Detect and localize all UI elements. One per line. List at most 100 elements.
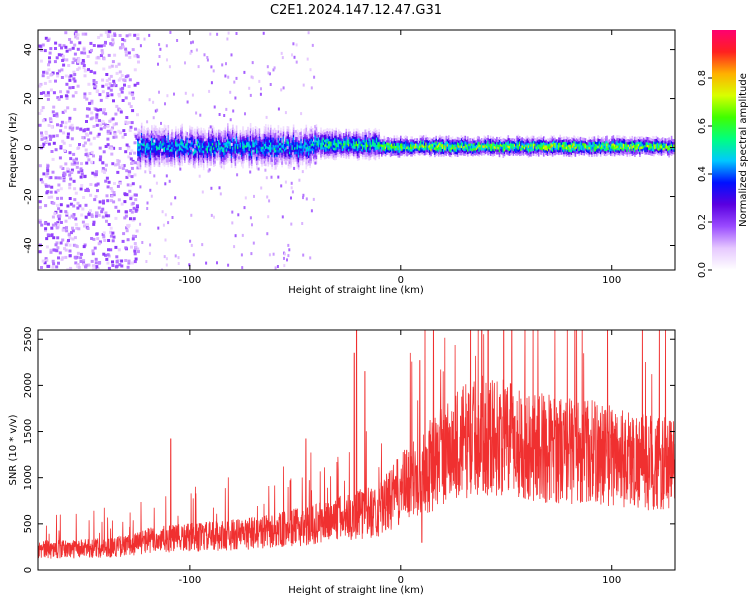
heatmap-cell	[87, 158, 91, 162]
heatmap-cell	[544, 152, 546, 156]
heatmap-cell	[364, 141, 367, 145]
heatmap-cell	[159, 155, 162, 159]
heatmap-cell	[348, 148, 350, 152]
heatmap-cell	[286, 148, 289, 151]
heatmap-cell	[524, 144, 526, 147]
heatmap-cell	[252, 241, 255, 245]
heatmap-cell	[149, 157, 152, 161]
heatmap-cell	[378, 138, 380, 142]
heatmap-cell	[200, 161, 202, 165]
heatmap-cell	[411, 148, 413, 152]
heatmap-cell	[98, 93, 102, 97]
heatmap-cell	[270, 144, 272, 148]
heatmap-cell	[304, 153, 306, 156]
heatmap-cell	[115, 255, 119, 259]
heatmap-cell	[603, 145, 606, 149]
heatmap-cell	[90, 111, 94, 115]
heatmap-cell	[291, 159, 294, 163]
heatmap-cell	[341, 145, 344, 149]
heatmap-cell	[180, 127, 182, 131]
heatmap-cell	[235, 149, 238, 153]
heatmap-cell	[534, 150, 536, 154]
heatmap-cell	[526, 150, 529, 154]
heatmap-cell	[592, 141, 594, 145]
heatmap-cell	[49, 190, 53, 194]
heatmap-cell	[454, 143, 456, 147]
heatmap-cell	[365, 153, 368, 157]
heatmap-cell	[219, 159, 221, 163]
heatmap-cell	[229, 131, 232, 135]
heatmap-cell	[295, 141, 297, 145]
heatmap-cell	[234, 143, 237, 147]
heatmap-cell	[479, 149, 482, 153]
heatmap-cell	[573, 135, 575, 139]
heatmap-cell	[319, 151, 321, 155]
heatmap-cell	[263, 160, 266, 164]
heatmap-cell	[59, 95, 63, 99]
heatmap-cell	[340, 142, 343, 146]
heatmap-cell	[588, 153, 591, 157]
heatmap-cell	[84, 32, 88, 36]
heatmap-cell	[267, 161, 270, 165]
heatmap-cell	[200, 127, 202, 131]
heatmap-cell	[290, 159, 292, 163]
heatmap-cell	[112, 235, 116, 239]
heatmap-cell	[244, 112, 246, 116]
heatmap-cell	[177, 153, 180, 157]
heatmap-cell	[208, 159, 210, 162]
heatmap-cell	[153, 129, 156, 133]
heatmap-cell	[348, 131, 350, 135]
heatmap-cell	[139, 147, 142, 150]
heatmap-cell	[503, 143, 506, 147]
heatmap-cell	[79, 252, 83, 256]
heatmap-cell	[486, 150, 488, 154]
heatmap-cell	[510, 144, 512, 148]
heatmap-cell	[256, 129, 258, 133]
heatmap-cell	[353, 131, 355, 135]
heatmap-cell	[42, 70, 46, 74]
heatmap-cell	[201, 132, 204, 136]
heatmap-cell	[259, 141, 262, 145]
heatmap-cell	[280, 157, 282, 161]
heatmap-cell	[508, 150, 511, 154]
heatmap-cell	[139, 137, 142, 141]
heatmap-cell	[299, 142, 301, 146]
heatmap-cell	[456, 144, 459, 148]
heatmap-cell	[593, 138, 596, 142]
heatmap-cell	[296, 166, 299, 169]
heatmap-cell	[61, 110, 65, 114]
heatmap-cell	[310, 150, 313, 154]
heatmap-cell	[569, 143, 572, 147]
heatmap-cell	[362, 146, 364, 150]
heatmap-cell	[516, 140, 518, 144]
heatmap-cell	[379, 151, 382, 155]
heatmap-cell	[94, 195, 98, 198]
heatmap-cell	[326, 147, 329, 151]
heatmap-cell	[209, 162, 211, 166]
heatmap-cell	[140, 139, 143, 143]
heatmap-cell	[196, 138, 199, 142]
heatmap-cell	[210, 160, 213, 164]
heatmap-cell	[219, 154, 221, 158]
heatmap-cell	[49, 73, 53, 77]
heatmap-cell	[44, 257, 48, 261]
heatmap-cell	[589, 144, 592, 148]
heatmap-cell	[294, 130, 297, 134]
heatmap-cell	[213, 129, 215, 133]
heatmap-cell	[165, 149, 167, 153]
heatmap-cell	[211, 152, 214, 156]
heatmap-cell	[262, 153, 264, 157]
heatmap-cell	[168, 151, 171, 155]
heatmap-cell	[252, 154, 254, 158]
heatmap-cell	[587, 142, 589, 146]
heatmap-cell	[560, 139, 563, 143]
heatmap-cell	[283, 145, 286, 149]
heatmap-cell	[140, 149, 143, 153]
heatmap-cell	[365, 141, 368, 145]
heatmap-cell	[302, 156, 305, 160]
heatmap-cell	[563, 151, 565, 155]
heatmap-cell	[518, 140, 521, 144]
heatmap-cell	[290, 137, 292, 141]
heatmap-cell	[536, 152, 539, 156]
heatmap-cell	[350, 147, 353, 151]
